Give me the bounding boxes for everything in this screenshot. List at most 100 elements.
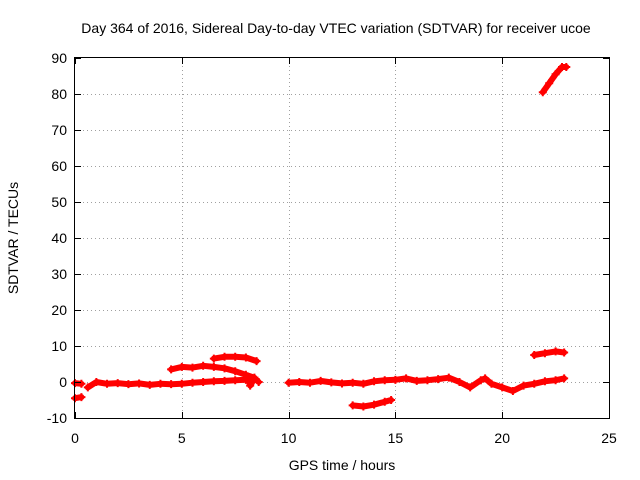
data-point <box>380 376 389 385</box>
data-point <box>252 357 261 366</box>
data-point <box>508 387 517 395</box>
data-point <box>402 374 411 383</box>
data-point <box>124 380 133 389</box>
x-tick-label: 0 <box>71 430 79 446</box>
data-point <box>199 361 208 370</box>
data-point <box>538 88 547 97</box>
data-point <box>540 349 549 358</box>
data-point <box>545 79 554 88</box>
x-tick-label: 20 <box>494 430 510 446</box>
data-point <box>156 379 165 388</box>
series-arc8 <box>348 396 396 411</box>
data-point <box>359 402 368 411</box>
data-point <box>476 376 485 385</box>
data-point <box>177 379 186 388</box>
data-point <box>188 363 197 372</box>
series-arc6 <box>244 372 263 390</box>
data-point <box>348 401 357 410</box>
data-point <box>284 378 293 387</box>
data-point <box>423 376 432 385</box>
data-point <box>209 377 218 386</box>
data-point <box>434 375 443 384</box>
data-point <box>209 354 218 363</box>
data-point <box>83 383 92 392</box>
data-point <box>327 378 336 387</box>
series-arc7 <box>284 373 569 395</box>
data-point <box>338 379 346 388</box>
x-tick-label: 5 <box>178 430 186 446</box>
data-point <box>254 378 263 386</box>
y-tick-label: 90 <box>51 50 67 66</box>
data-point <box>560 348 569 357</box>
data-point <box>92 378 101 386</box>
data-point <box>244 372 253 381</box>
data-point <box>530 351 539 359</box>
series-line <box>531 348 568 358</box>
data-point <box>540 377 549 386</box>
y-tick-label: 40 <box>51 230 67 246</box>
y-tick-label: 50 <box>51 194 67 210</box>
data-point <box>231 367 240 376</box>
x-axis-title: GPS time / hours <box>289 457 396 473</box>
ticks <box>75 58 610 419</box>
data-point <box>562 63 571 71</box>
x-tick-label: 25 <box>601 430 617 446</box>
data-point <box>387 396 396 404</box>
data-point <box>391 375 400 384</box>
data-point <box>551 376 560 385</box>
data-point <box>455 378 464 386</box>
data-point <box>145 380 154 389</box>
data-point <box>220 364 229 373</box>
y-tick-label: 60 <box>51 158 67 174</box>
data-point <box>77 393 86 402</box>
data-point <box>466 383 475 392</box>
data-point <box>199 378 208 386</box>
data-point <box>560 374 569 383</box>
plot-frame <box>74 57 610 419</box>
series-arc5 <box>209 352 261 366</box>
data-point <box>370 400 379 409</box>
data-point <box>209 362 218 371</box>
data-point <box>135 379 144 388</box>
data-point <box>487 379 496 388</box>
data-point <box>412 376 421 385</box>
y-axis-title: SDTVAR / TECUs <box>5 182 21 294</box>
data-point <box>551 347 560 356</box>
data-point <box>231 352 240 361</box>
x-tick-label: 15 <box>388 430 404 446</box>
data-point <box>167 380 176 389</box>
chart-title: Day 364 of 2016, Sidereal Day-to-day VTE… <box>81 20 591 36</box>
data-point <box>380 397 389 406</box>
data-point <box>77 379 86 388</box>
data-point <box>498 383 507 392</box>
data-point <box>444 373 453 382</box>
data-point <box>481 374 490 383</box>
y-tick-label: 70 <box>51 122 67 138</box>
data-point <box>103 379 112 388</box>
data-point <box>113 379 122 388</box>
data-point <box>348 378 357 387</box>
data-point <box>551 70 560 79</box>
data-point <box>305 378 314 387</box>
series-line <box>245 373 262 389</box>
data-point <box>188 378 197 387</box>
y-tick-labels: -10 0 10 20 30 40 50 60 70 80 90 <box>47 50 67 426</box>
series-arc9 <box>530 347 569 359</box>
data-point <box>519 381 528 390</box>
data-point <box>246 381 255 390</box>
data-point <box>177 362 186 371</box>
y-tick-label: 30 <box>51 266 67 282</box>
data-point <box>250 374 259 383</box>
data-point <box>316 376 325 385</box>
data-point <box>220 352 229 361</box>
data-point <box>295 378 304 386</box>
y-tick-label: 0 <box>59 374 67 390</box>
data-point <box>231 376 240 385</box>
y-tick-label: -10 <box>47 410 67 426</box>
data-layer <box>71 63 571 411</box>
data-point <box>359 379 368 388</box>
x-tick-labels: 0 5 10 15 20 25 <box>71 430 617 446</box>
data-point <box>241 353 250 362</box>
series-arc3 <box>83 375 257 392</box>
